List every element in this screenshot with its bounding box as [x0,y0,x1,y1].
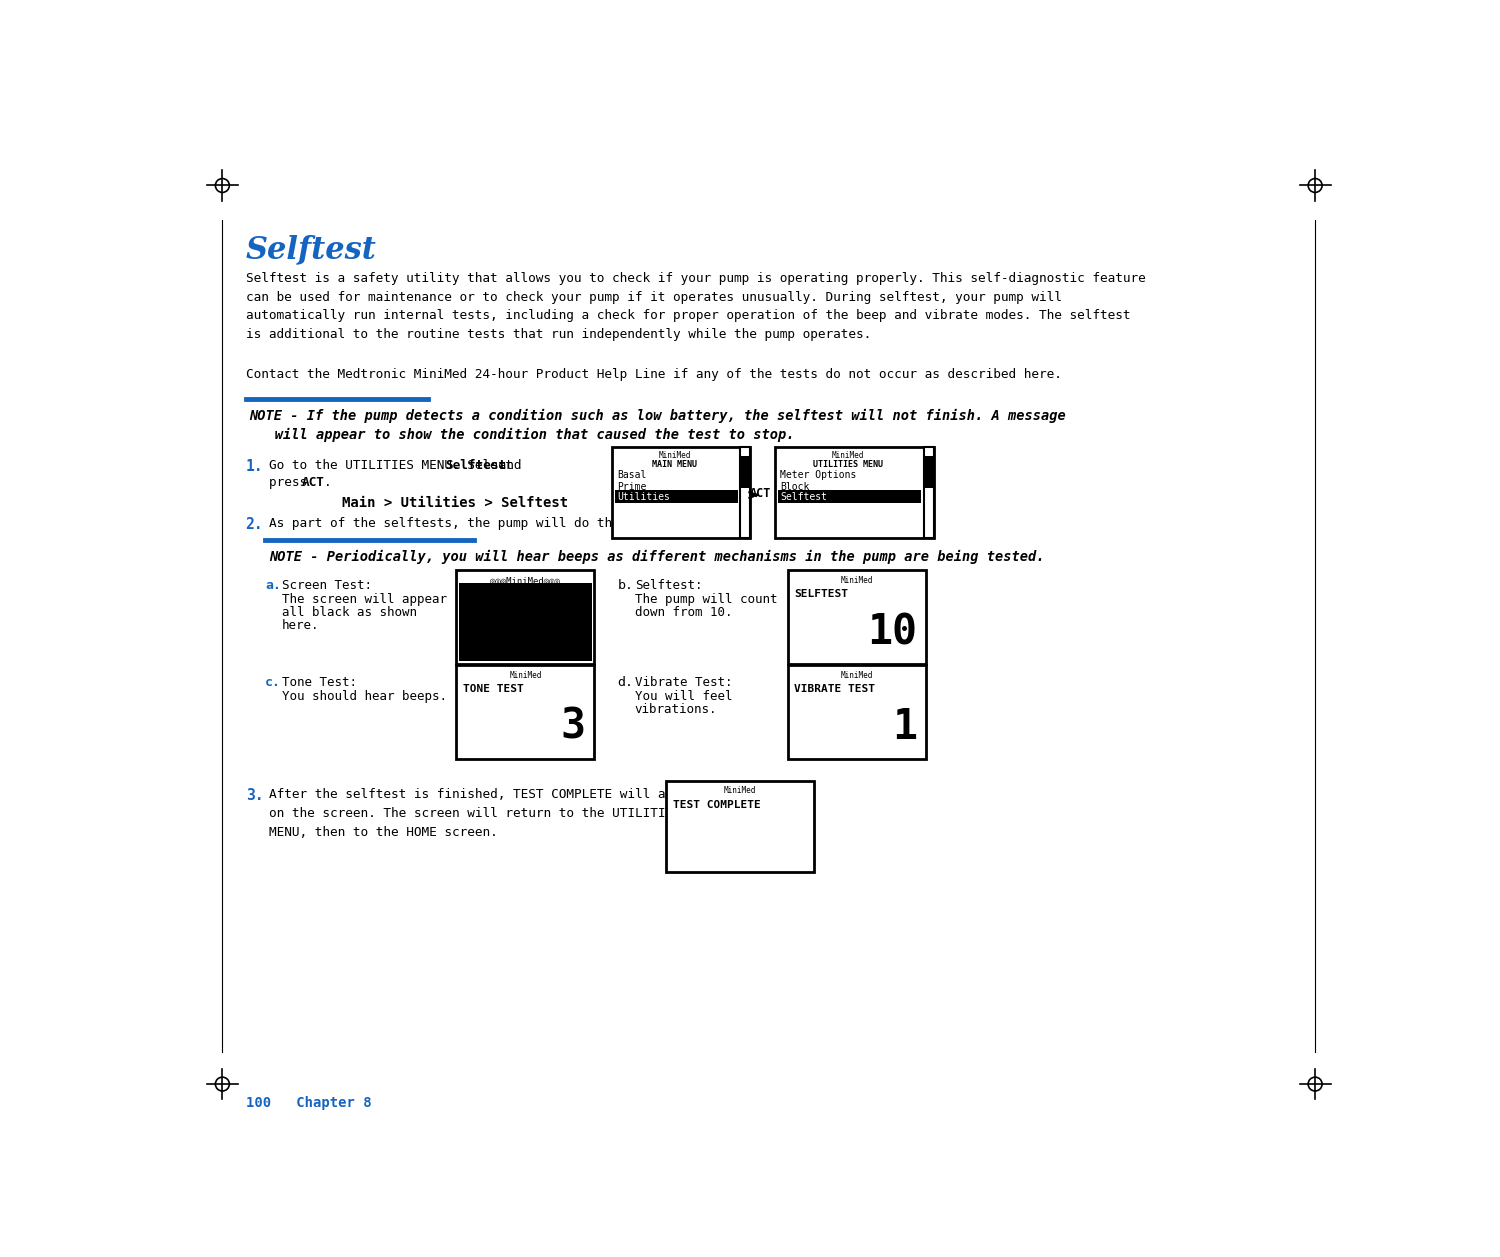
Text: UTILITIES MENU: UTILITIES MENU [813,460,883,469]
Text: Selftest: Selftest [780,491,828,502]
Text: Go to the UTILITIES MENU. Select: Go to the UTILITIES MENU. Select [268,459,520,471]
Text: and: and [490,459,520,471]
Text: MiniMed: MiniMed [833,451,864,460]
Text: TONE TEST: TONE TEST [462,684,524,694]
Bar [924,456,933,488]
Text: You will feel: You will feel [634,690,732,703]
Text: MiniMed: MiniMed [842,671,873,680]
Text: all black as shown: all black as shown [282,606,417,618]
Text: a.: a. [266,579,280,592]
Text: MiniMed: MiniMed [724,786,756,796]
Text: Basal: Basal [618,470,646,480]
Text: 3.: 3. [246,788,262,803]
Text: 3: 3 [560,705,585,748]
Text: You should hear beeps.: You should hear beeps. [282,690,447,703]
Text: Utilities: Utilities [618,491,670,502]
Text: 1: 1 [892,705,916,748]
Text: Selftest: Selftest [246,234,376,265]
Bar [778,490,921,503]
Text: .: . [324,476,332,489]
Text: d.: d. [618,676,633,689]
Bar [615,490,738,503]
Text: vibrations.: vibrations. [634,703,717,716]
Bar [741,456,750,488]
Text: Selftest: Selftest [446,459,507,471]
Text: Contact the Medtronic MiniMed 24-hour Product Help Line if any of the tests do n: Contact the Medtronic MiniMed 24-hour Pr… [246,368,1062,381]
Text: Tone Test:: Tone Test: [282,676,357,689]
Text: Vibrate Test:: Vibrate Test: [634,676,732,689]
Text: Block: Block [780,481,810,491]
Text: ◎◎◎MiniMed◎◎◎: ◎◎◎MiniMed◎◎◎ [490,576,561,585]
Text: The screen will appear: The screen will appear [282,593,447,606]
Bar [612,447,750,538]
Text: After the selftest is finished, TEST COMPLETE will appear
on the screen. The scr: After the selftest is finished, TEST COM… [268,788,704,840]
Text: c.: c. [266,676,280,689]
Bar [924,447,934,538]
Text: press: press [268,476,315,489]
Text: Main > Utilities > Selftest: Main > Utilities > Selftest [342,495,568,510]
Text: VIBRATE TEST: VIBRATE TEST [795,684,876,694]
Text: MiniMed: MiniMed [658,451,692,460]
Text: down from 10.: down from 10. [634,606,732,618]
Text: Screen Test:: Screen Test: [282,579,372,592]
Bar [788,665,926,759]
Text: here.: here. [282,618,320,632]
Text: 10: 10 [867,611,916,654]
Bar [666,781,813,871]
Text: NOTE - If the pump detects a condition such as low battery, the selftest will no: NOTE - If the pump detects a condition s… [249,409,1066,422]
Text: ACT: ACT [302,476,326,489]
Text: 2.: 2. [246,517,262,532]
Text: will appear to show the condition that caused the test to stop.: will appear to show the condition that c… [249,429,794,442]
Text: Meter Options: Meter Options [780,470,856,480]
Text: b.: b. [618,579,633,592]
Text: ACT: ACT [750,488,771,500]
Text: 100   Chapter 8: 100 Chapter 8 [246,1096,372,1110]
Bar [456,665,594,759]
Bar [459,583,592,661]
Text: Prime: Prime [618,481,646,491]
Bar [788,571,926,665]
Text: Selftest:: Selftest: [634,579,702,592]
Text: MiniMed: MiniMed [509,671,542,680]
Bar [456,571,594,665]
Text: MAIN MENU: MAIN MENU [652,460,698,469]
Text: 1.: 1. [246,459,262,474]
Text: Selftest is a safety utility that allows you to check if your pump is operating : Selftest is a safety utility that allows… [246,273,1146,341]
Text: As part of the selftests, the pump will do these tests:: As part of the selftests, the pump will … [268,517,688,529]
Text: The pump will count: The pump will count [634,593,777,606]
Text: SELFTEST: SELFTEST [795,590,849,600]
Text: TEST COMPLETE: TEST COMPLETE [672,799,760,810]
Bar [740,447,750,538]
Text: MiniMed: MiniMed [842,576,873,585]
Bar [776,447,934,538]
Text: NOTE - Periodically, you will hear beeps as different mechanisms in the pump are: NOTE - Periodically, you will hear beeps… [268,549,1044,564]
